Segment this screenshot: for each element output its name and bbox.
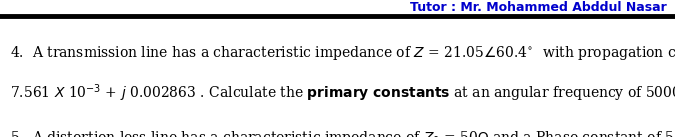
Text: 5.  A distortion less line has a characteristic impedance of $Z_0$ = 50$\Omega$ : 5. A distortion less line has a characte… <box>10 129 675 137</box>
Text: Tutor : Mr. Mohammed Abddul Nasar: Tutor : Mr. Mohammed Abddul Nasar <box>410 1 667 14</box>
Text: 7.561 $X$ 10$^{-3}$ + $j$ 0.002863 . Calculate the $\mathbf{primary\ constants}$: 7.561 $X$ 10$^{-3}$ + $j$ 0.002863 . Cal… <box>10 82 675 104</box>
Text: 4.  A transmission line has a characteristic impedance of $Z$ = 21.05$\angle$60.: 4. A transmission line has a characteris… <box>10 44 675 62</box>
